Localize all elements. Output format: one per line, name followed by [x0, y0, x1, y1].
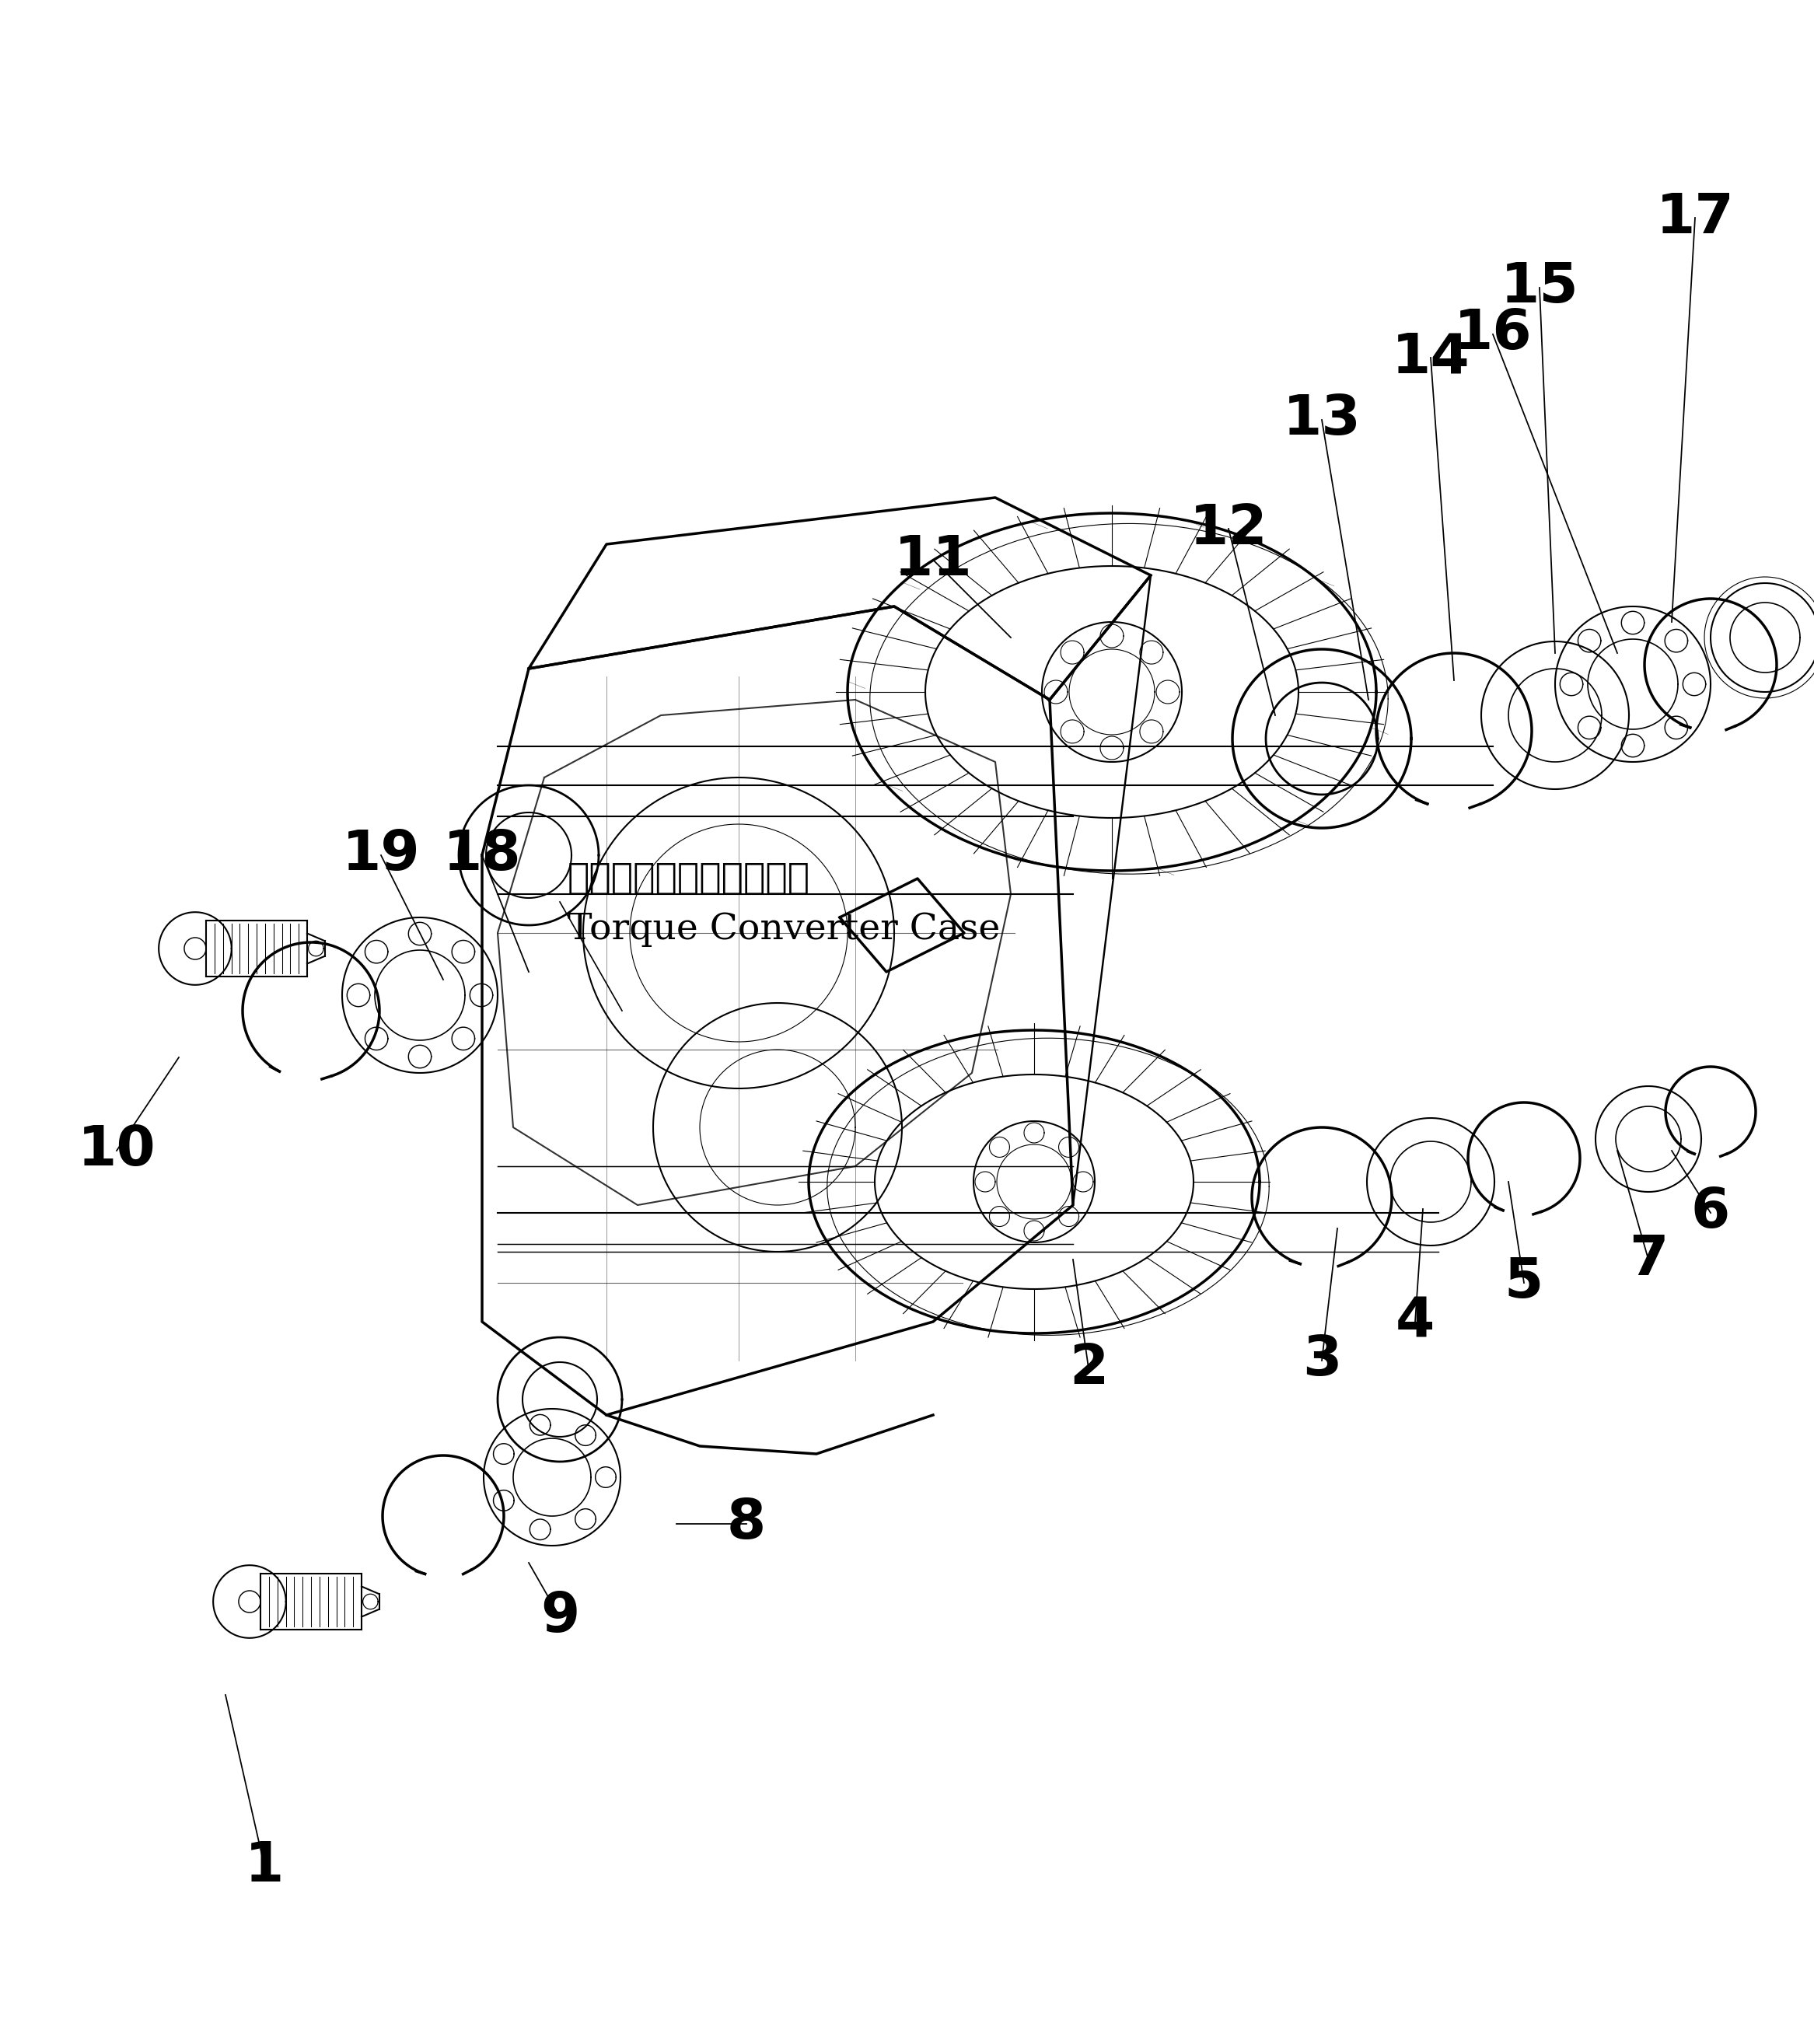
Text: 4: 4: [1395, 1296, 1435, 1349]
Text: Torque Converter Case: Torque Converter Case: [568, 912, 1000, 946]
Text: 3: 3: [1302, 1335, 1341, 1388]
Text: 7: 7: [1629, 1233, 1667, 1286]
Text: 16: 16: [1453, 307, 1533, 362]
Text: 13: 13: [1282, 392, 1360, 448]
Text: 14: 14: [1391, 331, 1469, 384]
Text: 11: 11: [894, 533, 972, 587]
Text: 6: 6: [1691, 1186, 1731, 1241]
Text: 8: 8: [727, 1496, 766, 1551]
Text: 18: 18: [443, 828, 521, 883]
Text: 15: 15: [1500, 262, 1578, 315]
Text: 9: 9: [541, 1590, 579, 1643]
Text: 17: 17: [1656, 190, 1734, 245]
Text: 12: 12: [1190, 503, 1268, 556]
Text: トルクコンバータケース: トルクコンバータケース: [568, 861, 811, 895]
Text: 5: 5: [1504, 1255, 1544, 1310]
Text: 1: 1: [245, 1840, 285, 1893]
Text: 2: 2: [1068, 1341, 1108, 1396]
Text: 10: 10: [78, 1124, 156, 1177]
Text: 19: 19: [341, 828, 421, 883]
